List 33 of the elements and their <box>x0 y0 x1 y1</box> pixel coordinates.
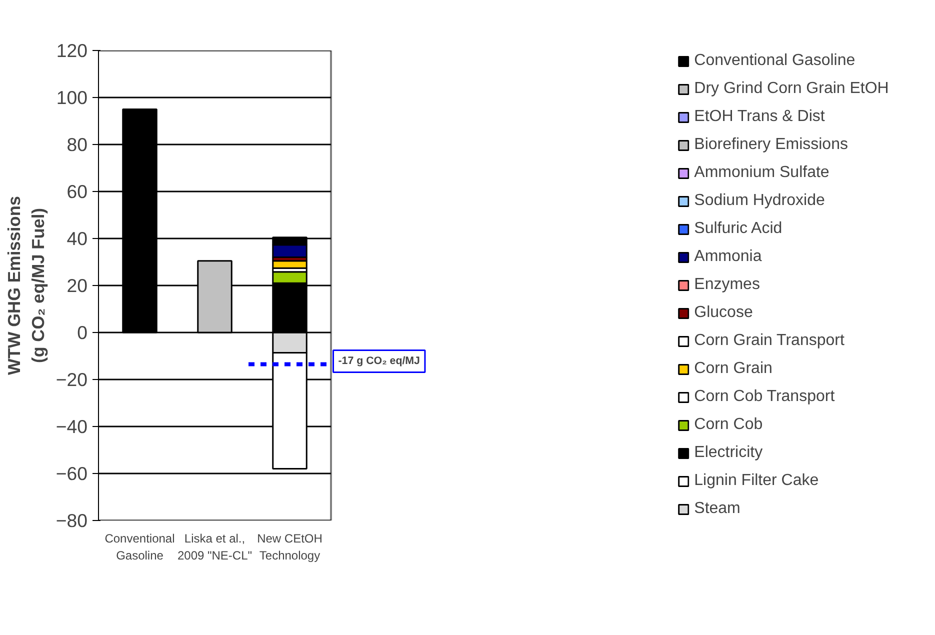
legend-label: Conventional Gasoline <box>694 52 856 70</box>
x-tick-label: Conventional Gasoline <box>104 532 175 562</box>
y-tick-label: −40 <box>56 416 88 437</box>
y-tick-label: 60 <box>66 181 88 202</box>
y-tick-label: −60 <box>56 463 88 484</box>
legend-label: Corn Cob <box>694 416 763 434</box>
legend-label: Sodium Hydroxide <box>694 192 825 210</box>
y-tick-label: 100 <box>56 87 88 108</box>
legend-label: Steam <box>694 500 740 518</box>
y-axis-title: WTW GHG Emissions (g CO₂ eq/MJ Fuel) <box>4 196 48 376</box>
legend-label: Enzymes <box>694 276 760 294</box>
y-tick-label: 120 <box>56 40 88 61</box>
legend-label: Ammonia <box>694 248 762 266</box>
legend-label: Corn Cob Transport <box>694 388 835 406</box>
legend-label: Corn Grain <box>694 360 772 378</box>
legend-label: Corn Grain Transport <box>694 332 844 350</box>
x-tick-label: New CEtOH Technology <box>257 532 322 562</box>
y-tick-label: 0 <box>77 322 88 343</box>
legend-label: Sulfuric Acid <box>694 220 782 238</box>
y-tick-label: 40 <box>66 228 88 249</box>
ref-line-label: -17 g CO₂ eq/MJ <box>338 355 420 368</box>
legend-label: EtOH Trans & Dist <box>694 108 825 126</box>
legend-label: Biorefinery Emissions <box>694 136 848 154</box>
legend-label: Electricity <box>694 444 763 462</box>
legend-label: Glucose <box>694 304 753 322</box>
legend-label: Dry Grind Corn Grain EtOH <box>694 80 889 98</box>
legend-label: Ammonium Sulfate <box>694 164 830 182</box>
y-tick-label: −20 <box>56 369 88 390</box>
x-tick-label: Liska et al., 2009 "NE-CL" <box>177 532 252 562</box>
legend-label: Lignin Filter Cake <box>694 472 819 490</box>
y-tick-label: −80 <box>56 510 88 531</box>
y-tick-label: 80 <box>66 134 88 155</box>
y-tick-label: 20 <box>66 275 88 296</box>
